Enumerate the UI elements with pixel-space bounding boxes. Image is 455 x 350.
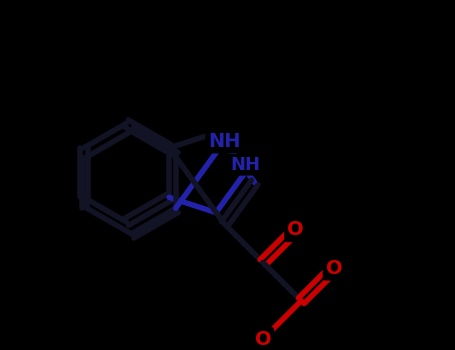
Text: NH: NH	[208, 132, 241, 150]
Text: O: O	[287, 220, 304, 239]
Text: NH: NH	[230, 156, 260, 174]
Text: O: O	[255, 330, 271, 349]
Text: O: O	[326, 259, 342, 278]
